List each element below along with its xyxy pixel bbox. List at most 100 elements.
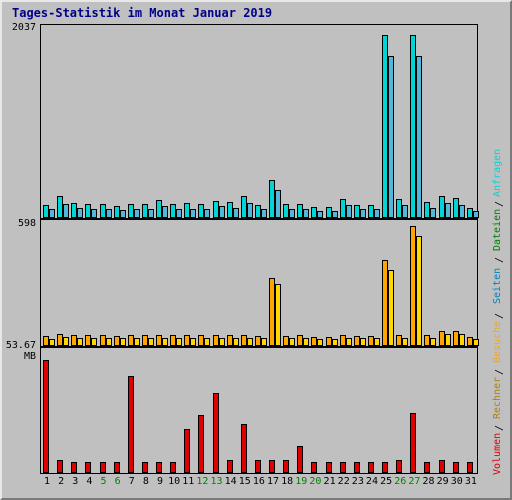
x-label: 23 bbox=[351, 476, 365, 487]
bar bbox=[63, 204, 69, 218]
x-label: 29 bbox=[436, 476, 450, 487]
legend-separator: / bbox=[494, 421, 505, 431]
bar bbox=[219, 206, 225, 218]
bar bbox=[473, 339, 479, 346]
bar bbox=[289, 209, 295, 218]
bar bbox=[453, 462, 459, 473]
bar bbox=[49, 209, 55, 218]
x-label: 1 bbox=[40, 476, 54, 487]
x-label: 11 bbox=[181, 476, 195, 487]
bar bbox=[106, 209, 112, 218]
bar bbox=[354, 462, 360, 473]
bar bbox=[445, 334, 451, 346]
x-label: 18 bbox=[280, 476, 294, 487]
bar bbox=[114, 462, 120, 473]
x-label: 21 bbox=[323, 476, 337, 487]
bar bbox=[326, 462, 332, 473]
bar bbox=[360, 338, 366, 346]
bar bbox=[85, 462, 91, 473]
x-label: 31 bbox=[464, 476, 478, 487]
x-label: 13 bbox=[210, 476, 224, 487]
bar bbox=[388, 56, 394, 218]
bar bbox=[227, 460, 233, 473]
bar bbox=[445, 203, 451, 218]
bar bbox=[142, 462, 148, 473]
bar bbox=[71, 462, 77, 473]
panel-seiten bbox=[40, 219, 478, 347]
bar bbox=[374, 338, 380, 346]
bar bbox=[43, 360, 49, 473]
x-label: 8 bbox=[139, 476, 153, 487]
ylabel-top: 2037 bbox=[0, 22, 36, 33]
x-label: 16 bbox=[252, 476, 266, 487]
legend-item: Seiten bbox=[492, 263, 503, 309]
bar bbox=[184, 429, 190, 473]
bar bbox=[303, 338, 309, 346]
bar bbox=[289, 338, 295, 346]
bar bbox=[275, 284, 281, 346]
chart-area bbox=[40, 24, 478, 474]
bar bbox=[346, 338, 352, 346]
bar bbox=[303, 209, 309, 218]
bar bbox=[134, 338, 140, 346]
bar bbox=[388, 270, 394, 346]
bar bbox=[233, 338, 239, 346]
bar bbox=[219, 338, 225, 346]
bar bbox=[204, 209, 210, 218]
bar bbox=[100, 462, 106, 473]
legend: Volumen/Rechner/Besuche/Seiten/Dateien/A… bbox=[492, 142, 506, 477]
bar bbox=[162, 206, 168, 218]
bar bbox=[198, 415, 204, 473]
bar bbox=[439, 460, 445, 473]
x-label: 19 bbox=[294, 476, 308, 487]
x-label: 2 bbox=[54, 476, 68, 487]
x-label: 7 bbox=[125, 476, 139, 487]
bar bbox=[77, 208, 83, 218]
bar bbox=[467, 462, 473, 473]
x-label: 3 bbox=[68, 476, 82, 487]
bar bbox=[204, 338, 210, 346]
x-label: 26 bbox=[393, 476, 407, 487]
bar bbox=[77, 338, 83, 346]
bar bbox=[430, 338, 436, 346]
panel-anfragen bbox=[40, 24, 478, 219]
bar bbox=[473, 211, 479, 218]
x-axis: 1234567891011121314151617181920212223242… bbox=[40, 476, 478, 490]
bar bbox=[233, 208, 239, 218]
bar bbox=[91, 209, 97, 218]
bar bbox=[148, 338, 154, 346]
bar bbox=[57, 460, 63, 473]
legend-separator: / bbox=[494, 365, 505, 375]
legend-separator: / bbox=[494, 309, 505, 319]
bar bbox=[360, 209, 366, 218]
bar bbox=[63, 337, 69, 346]
bar bbox=[269, 460, 275, 473]
bar bbox=[128, 376, 134, 473]
legend-item: Volumen bbox=[492, 431, 503, 477]
x-label: 5 bbox=[97, 476, 111, 487]
x-label: 12 bbox=[195, 476, 209, 487]
chart-title: Tages-Statistik im Monat Januar 2019 bbox=[12, 6, 272, 20]
bar bbox=[396, 460, 402, 473]
bar bbox=[261, 338, 267, 346]
bar bbox=[332, 339, 338, 346]
bar bbox=[382, 462, 388, 473]
ylabel-mid: 598 bbox=[0, 218, 36, 229]
bar bbox=[162, 338, 168, 346]
bar bbox=[176, 338, 182, 346]
bar bbox=[374, 209, 380, 218]
bar bbox=[416, 56, 422, 218]
bar bbox=[241, 424, 247, 473]
bar bbox=[247, 338, 253, 346]
bar bbox=[402, 205, 408, 219]
x-label: 4 bbox=[82, 476, 96, 487]
x-label: 28 bbox=[421, 476, 435, 487]
x-label: 22 bbox=[337, 476, 351, 487]
bar bbox=[170, 462, 176, 473]
bar bbox=[106, 338, 112, 346]
bar bbox=[402, 338, 408, 346]
bar bbox=[459, 334, 465, 346]
x-label: 10 bbox=[167, 476, 181, 487]
bar bbox=[49, 339, 55, 346]
bar bbox=[91, 338, 97, 346]
